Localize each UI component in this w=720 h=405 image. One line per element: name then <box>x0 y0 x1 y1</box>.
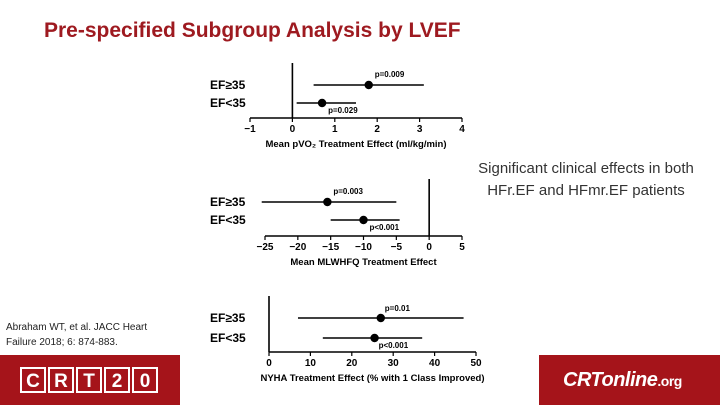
x-tick-label: −20 <box>289 242 306 253</box>
x-tick-label: −25 <box>257 242 274 253</box>
x-axis-title: NYHA Treatment Effect (% with 1 Class Im… <box>260 373 484 384</box>
x-tick-label: 30 <box>388 358 400 369</box>
x-tick-label: 0 <box>266 358 272 369</box>
point-estimate <box>364 80 373 90</box>
crtonline-name: CRTonline <box>563 369 658 391</box>
group-label: EF<35 <box>210 213 246 227</box>
logo-letter: R <box>48 367 74 393</box>
crtonline-wordmark: CRTonline.org <box>563 365 682 396</box>
p-value-label: p=0.01 <box>385 304 411 313</box>
p-value-label: p=0.029 <box>328 106 358 115</box>
x-tick-label: 0 <box>426 242 432 253</box>
x-tick-label: 5 <box>459 242 465 253</box>
x-tick-label: −1 <box>244 124 256 135</box>
x-tick-label: −15 <box>322 242 339 253</box>
x-tick-label: −10 <box>355 242 372 253</box>
group-label: EF≥35 <box>210 195 246 209</box>
group-label: EF≥35 <box>210 78 246 92</box>
group-label: EF<35 <box>210 331 246 345</box>
logo-letter: T <box>76 367 102 393</box>
logo-letter: C <box>20 367 46 393</box>
x-axis-title: Mean MLWHFQ Treatment Effect <box>290 257 437 268</box>
x-tick-label: 1 <box>332 124 338 135</box>
x-axis-title: Mean pVO₂ Treatment Effect (ml/kg/min) <box>265 139 446 150</box>
citation: Abraham WT, et al. JACC Heart Failure 20… <box>6 322 148 348</box>
point-estimate <box>370 333 379 343</box>
group-label: EF≥35 <box>210 311 246 325</box>
x-tick-label: 20 <box>346 358 358 369</box>
x-tick-label: 40 <box>429 358 441 369</box>
x-tick-label: −5 <box>391 242 403 253</box>
crtonline-suffix: .org <box>657 373 682 389</box>
x-tick-label: 50 <box>470 358 482 369</box>
x-tick-label: 4 <box>459 124 465 135</box>
p-value-label: p=0.003 <box>333 187 363 196</box>
p-value-label: p<0.001 <box>370 223 400 232</box>
p-value-label: p=0.009 <box>375 70 405 79</box>
crt20-logo: C R T 2 0 <box>0 355 180 405</box>
x-tick-label: 10 <box>305 358 317 369</box>
logo-letter: 0 <box>132 367 158 393</box>
x-tick-label: 2 <box>374 124 380 135</box>
x-tick-label: 0 <box>290 124 296 135</box>
callout-text: Significant clinical effects in both HFr… <box>478 160 694 199</box>
p-value-label: p<0.001 <box>379 341 409 350</box>
point-estimate <box>323 197 332 207</box>
point-estimate <box>376 313 385 323</box>
slide-title: Pre-specified Subgroup Analysis by LVEF <box>44 19 461 42</box>
point-estimate <box>317 98 327 108</box>
point-estimate <box>359 215 368 225</box>
logo-letter: 2 <box>104 367 130 393</box>
x-tick-label: 3 <box>417 124 423 135</box>
crtonline-logo: CRTonline.org <box>539 355 720 405</box>
group-label: EF<35 <box>210 96 246 110</box>
